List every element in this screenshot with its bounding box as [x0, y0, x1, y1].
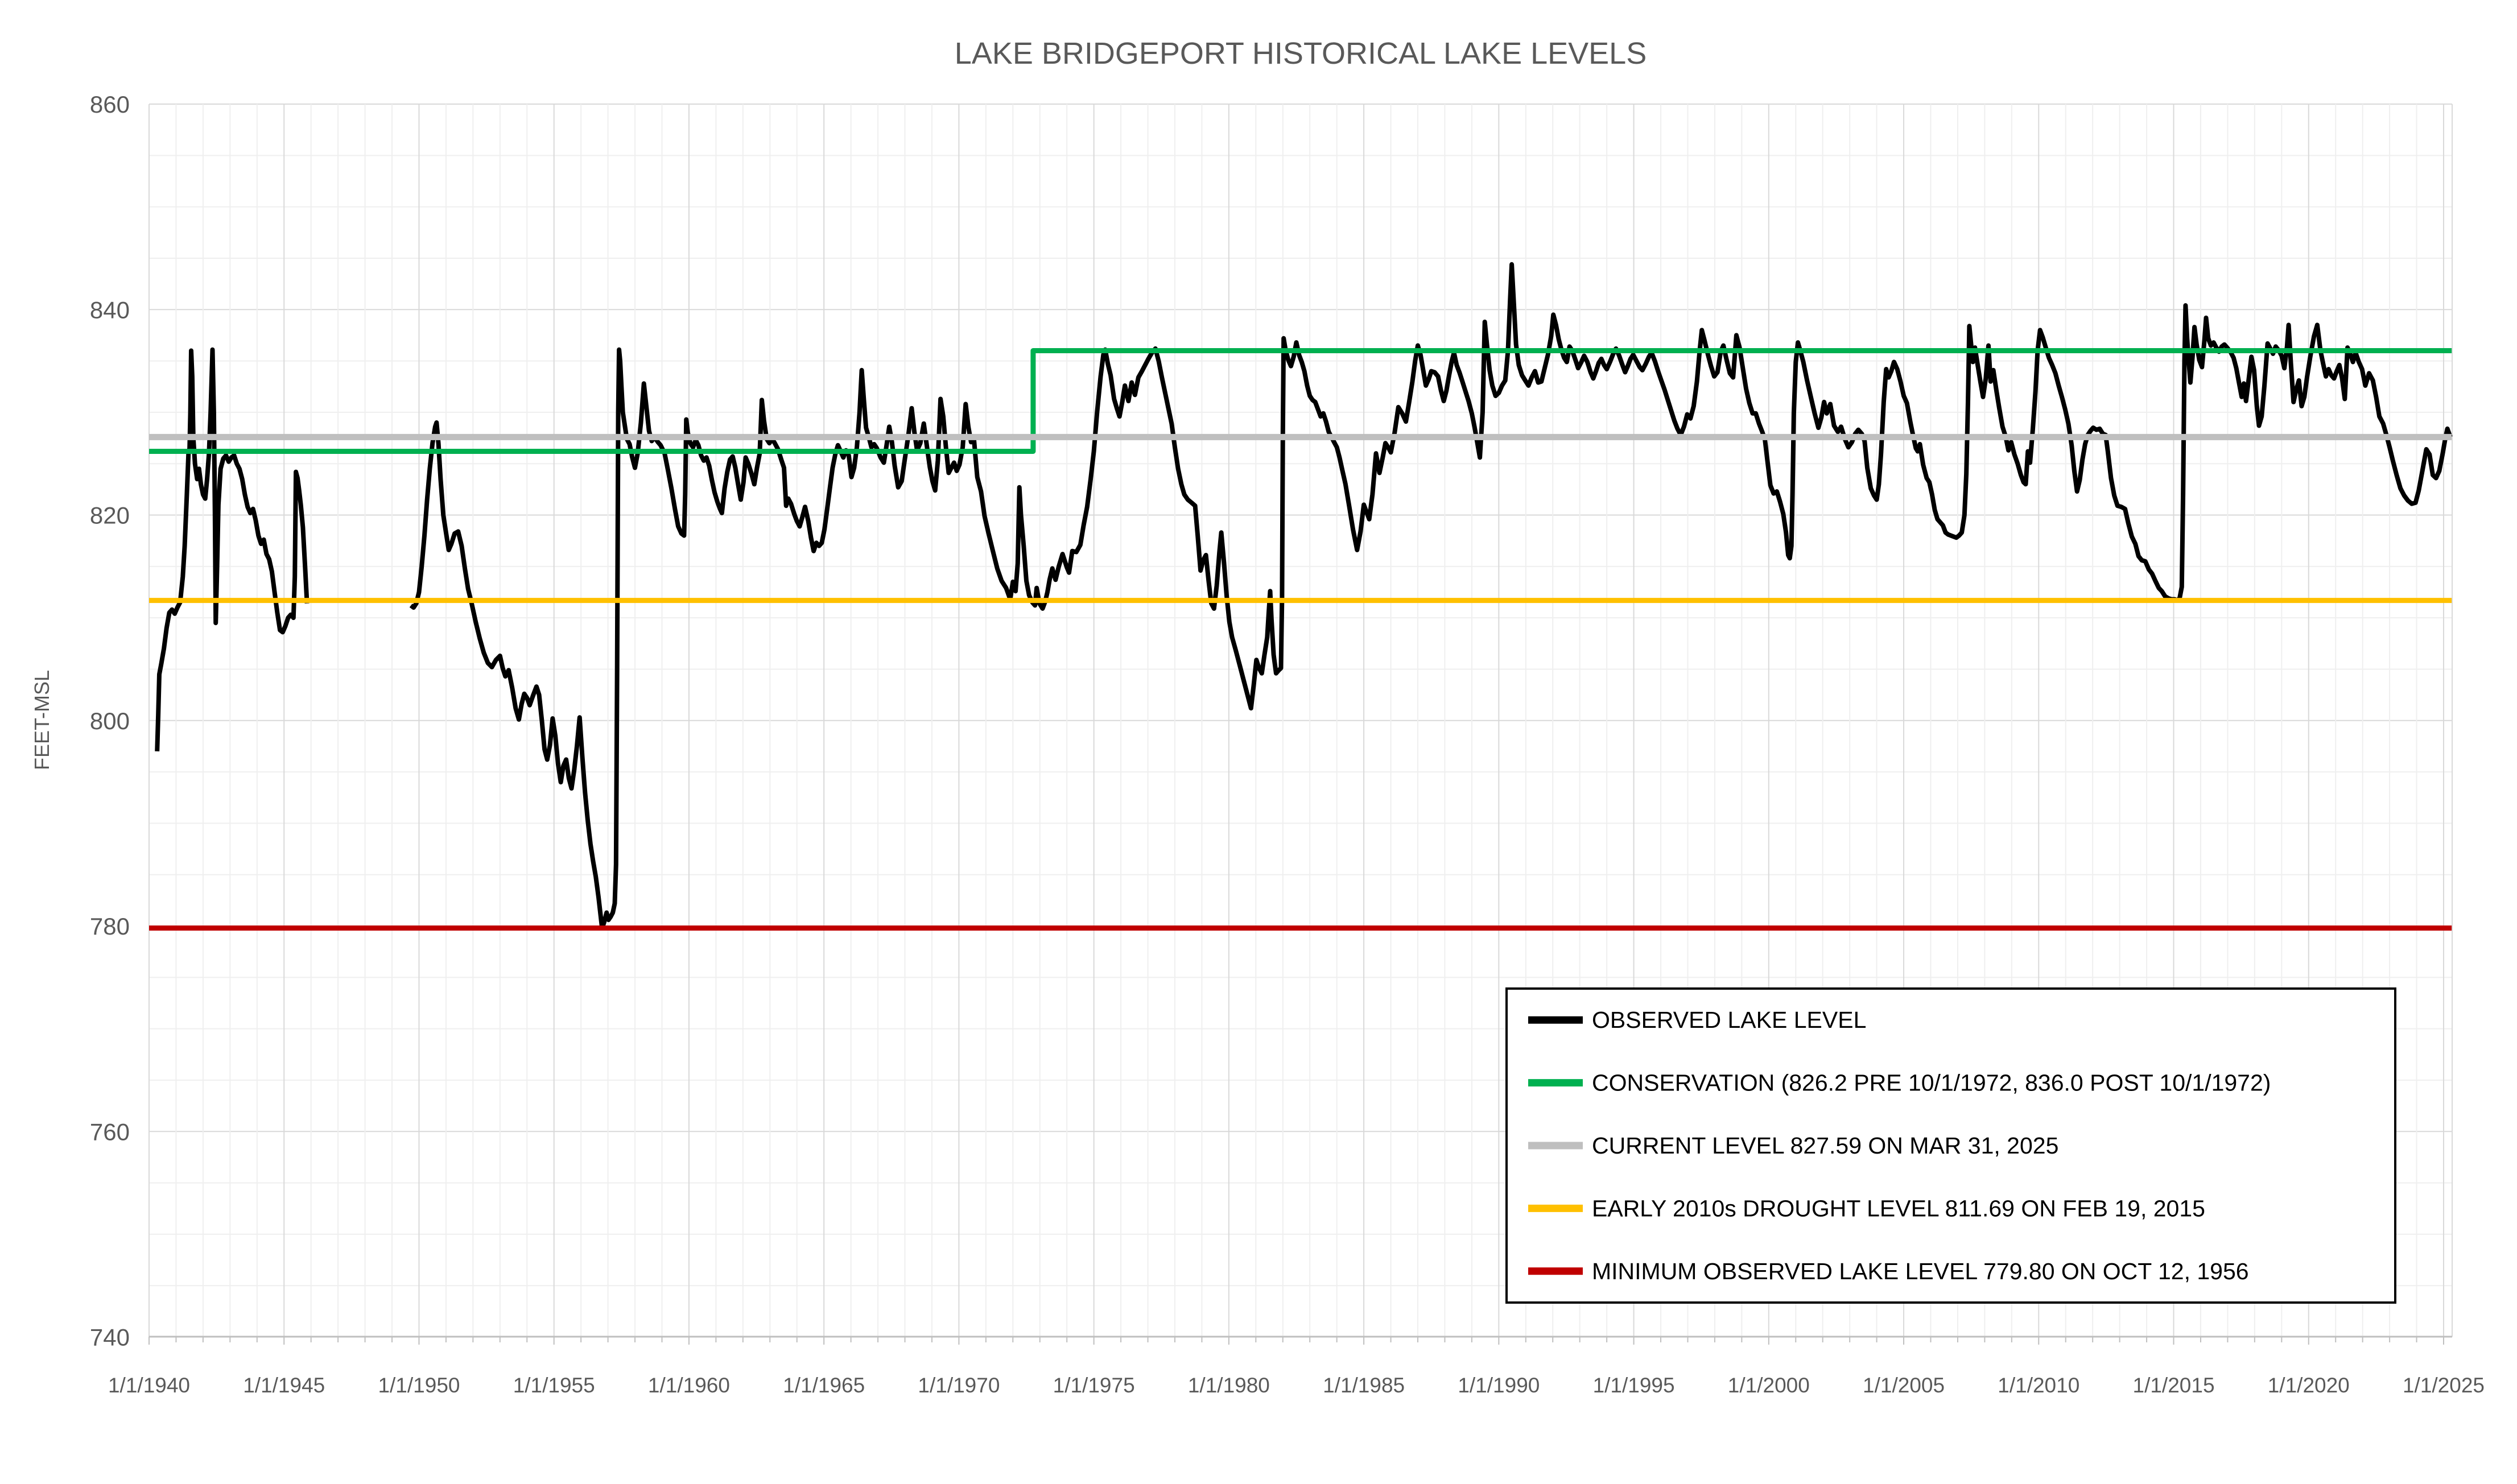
chart-title: LAKE BRIDGEPORT HISTORICAL LAKE LEVELS: [955, 36, 1647, 71]
x-tick-label: 1/1/1975: [1053, 1374, 1135, 1397]
x-tick-label: 1/1/1955: [513, 1374, 595, 1397]
x-tick-label: 1/1/2000: [1728, 1374, 1810, 1397]
x-tick-label: 1/1/1990: [1458, 1374, 1540, 1397]
legend-item-label: CONSERVATION (826.2 PRE 10/1/1972, 836.0…: [1592, 1070, 2271, 1096]
x-tick-label: 1/1/2005: [1863, 1374, 1945, 1397]
x-tick-label: 1/1/1995: [1593, 1374, 1675, 1397]
axes: [148, 1336, 2452, 1345]
x-tick-label: 1/1/1980: [1188, 1374, 1270, 1397]
y-tick-label: 780: [90, 913, 130, 940]
y-tick-label: 800: [90, 708, 130, 734]
legend: OBSERVED LAKE LEVEL CONSERVATION (826.2 P…: [1505, 987, 2396, 1304]
x-tick-label: 1/1/1945: [243, 1374, 325, 1397]
y-axis-title: FEET-MSL: [30, 670, 53, 770]
legend-item-label: MINIMUM OBSERVED LAKE LEVEL 779.80 ON OC…: [1592, 1258, 2249, 1284]
observed-series-line: [155, 262, 2453, 931]
x-tick-label: 1/1/2020: [2268, 1374, 2350, 1397]
x-tick-label: 1/1/1970: [918, 1374, 1000, 1397]
series-lines: [149, 262, 2453, 931]
x-tick-label: 1/1/2010: [1998, 1374, 2079, 1397]
x-tick-label: 1/1/1940: [108, 1374, 190, 1397]
x-tick-label: 1/1/1960: [648, 1374, 730, 1397]
x-tick-label: 1/1/1985: [1323, 1374, 1405, 1397]
x-tick-label: 1/1/2025: [2403, 1374, 2485, 1397]
x-tick-label: 1/1/1965: [783, 1374, 865, 1397]
gridlines: [148, 104, 2453, 1337]
y-tick-label: 840: [90, 296, 130, 323]
x-tick-label: 1/1/2015: [2133, 1374, 2215, 1397]
legend-box: [1505, 987, 2396, 1304]
y-tick-label: 860: [90, 91, 130, 118]
legend-item-label: OBSERVED LAKE LEVEL: [1592, 1007, 1866, 1033]
axis-labels: 740 760 780 800 820 840 860 1/1/1940 1/1/1945 1/1…: [90, 91, 2485, 1397]
conservation-line: [149, 348, 2452, 454]
y-tick-label: 760: [90, 1118, 130, 1145]
legend-item-label: EARLY 2010s DROUGHT LEVEL 811.69 ON FEB …: [1592, 1195, 2205, 1221]
legend-item-label: CURRENT LEVEL 827.59 ON MAR 31, 2025: [1592, 1132, 2058, 1159]
y-tick-label: 820: [90, 502, 130, 529]
y-tick-label: 740: [90, 1324, 130, 1351]
x-tick-label: 1/1/1950: [378, 1374, 460, 1397]
